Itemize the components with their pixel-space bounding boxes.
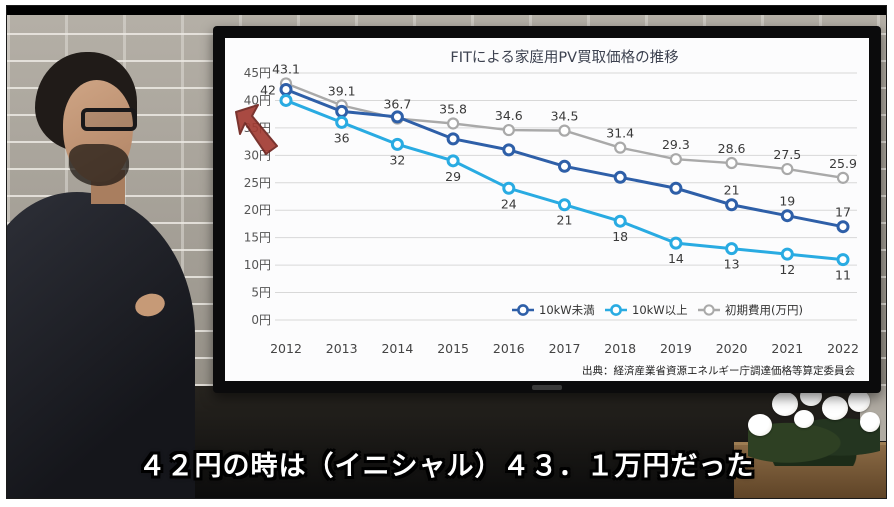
subtitle-caption: ４２円の時は（イニシャル）４３．１万円だった: [138, 451, 755, 482]
svg-text:21: 21: [557, 213, 573, 228]
tv-frame: FITによる家庭用PV買取価格の推移0円5円10円15円20円25円30円35円…: [213, 26, 881, 393]
flower: [748, 414, 772, 436]
flower: [848, 390, 870, 412]
svg-text:2019: 2019: [660, 341, 692, 356]
chart-x-axis: 2012 2013 2014 2015 2016 2017 2018 2019 2020 2021…: [270, 341, 859, 356]
svg-text:2020: 2020: [716, 341, 748, 356]
svg-text:36: 36: [334, 130, 350, 145]
svg-text:27.5: 27.5: [773, 147, 801, 162]
svg-text:34.5: 34.5: [551, 109, 579, 124]
svg-text:2014: 2014: [381, 341, 413, 356]
tv-logo: [532, 385, 562, 390]
presenter-body: [7, 192, 195, 498]
presenter-glasses: [81, 108, 137, 131]
svg-text:40円: 40円: [244, 93, 271, 107]
svg-text:39.1: 39.1: [328, 83, 356, 98]
svg-text:21: 21: [724, 183, 740, 198]
chart-legend: 10kW未満 10kW以上 初期費用(万円): [512, 303, 803, 317]
svg-text:0円: 0円: [251, 313, 271, 327]
video-frame: FITによる家庭用PV買取価格の推移0円5円10円15円20円25円30円35円…: [6, 5, 887, 499]
svg-text:45円: 45円: [244, 66, 271, 80]
svg-text:35.8: 35.8: [439, 101, 467, 116]
presenter: [7, 6, 217, 498]
series-0: 42 21 19 17: [260, 82, 851, 234]
svg-text:2016: 2016: [493, 341, 525, 356]
svg-text:初期費用(万円): 初期費用(万円): [725, 303, 803, 317]
svg-text:12: 12: [779, 262, 795, 277]
svg-text:25円: 25円: [244, 176, 271, 190]
flower: [772, 392, 798, 416]
series-2: 43.1 39.1 36.7 35.8 34.6 34.5 31.4 29.3 28.6 27.5…: [272, 61, 857, 184]
svg-text:2012: 2012: [270, 341, 302, 356]
svg-text:24: 24: [501, 196, 517, 211]
svg-text:2022: 2022: [827, 341, 859, 356]
svg-text:17: 17: [835, 205, 851, 220]
svg-text:2021: 2021: [771, 341, 803, 356]
svg-text:43.1: 43.1: [272, 61, 300, 76]
tv-screen: FITによる家庭用PV買取価格の推移0円5円10円15円20円25円30円35円…: [225, 38, 869, 381]
svg-text:19: 19: [779, 194, 795, 209]
svg-text:28.6: 28.6: [718, 141, 746, 156]
svg-text:32: 32: [389, 152, 405, 167]
svg-text:2015: 2015: [437, 341, 469, 356]
svg-text:18: 18: [612, 229, 628, 244]
svg-text:5円: 5円: [251, 286, 271, 300]
flower: [794, 410, 814, 428]
svg-text:25.9: 25.9: [829, 156, 857, 171]
series-1: 36 32 29 24 21 18 14 13 12 11: [279, 93, 851, 283]
svg-text:2017: 2017: [549, 341, 581, 356]
svg-text:34.6: 34.6: [495, 108, 523, 123]
flower: [822, 396, 848, 420]
svg-text:10円: 10円: [244, 258, 271, 272]
chart-title: FITによる家庭用PV買取価格の推移: [450, 49, 678, 66]
flower: [860, 412, 880, 432]
flower-bouquet: [742, 386, 882, 456]
svg-text:36.7: 36.7: [383, 97, 411, 112]
svg-text:14: 14: [668, 251, 684, 266]
svg-text:29: 29: [445, 169, 461, 184]
svg-text:20円: 20円: [244, 203, 271, 217]
svg-text:31.4: 31.4: [606, 126, 634, 141]
pv-price-chart: FITによる家庭用PV買取価格の推移0円5円10円15円20円25円30円35円…: [244, 49, 859, 377]
svg-text:2013: 2013: [326, 341, 358, 356]
svg-text:10kW未満: 10kW未満: [539, 303, 595, 317]
red-arrow-icon: [235, 104, 278, 155]
svg-text:29.3: 29.3: [662, 137, 690, 152]
svg-text:2018: 2018: [604, 341, 636, 356]
flower-leaves: [748, 408, 880, 466]
letterbox-top: [7, 6, 886, 15]
svg-text:10kW以上: 10kW以上: [632, 303, 688, 317]
svg-text:13: 13: [724, 257, 740, 272]
chart-source: 出典：経済産業省資源エネルギー庁調達価格等算定委員会: [582, 364, 855, 377]
svg-text:11: 11: [835, 268, 851, 283]
presenter-beard: [69, 144, 129, 186]
svg-text:42: 42: [260, 82, 276, 97]
svg-text:15円: 15円: [244, 231, 271, 245]
red-arrow-shape: [235, 104, 278, 155]
